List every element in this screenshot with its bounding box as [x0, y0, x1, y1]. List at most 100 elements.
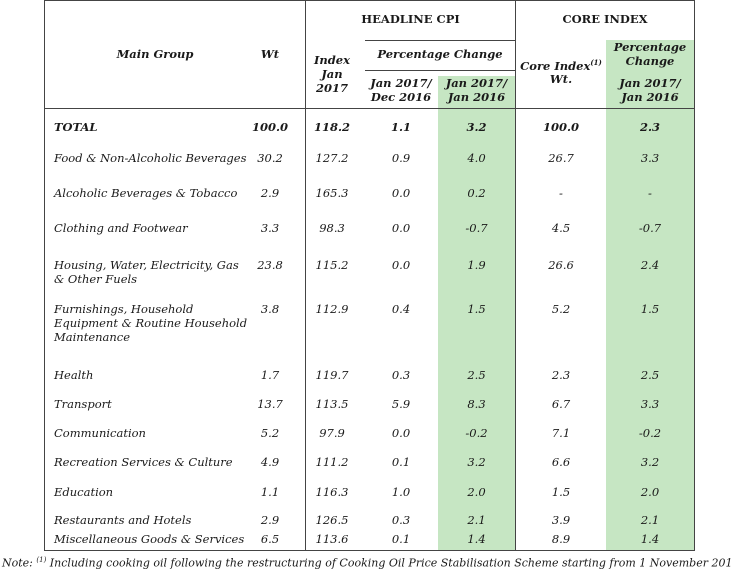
cell-yoy: -0.7: [465, 221, 488, 235]
row-label: Equipment & Routine Household: [54, 316, 248, 330]
cell-core-wt: 6.6: [551, 455, 571, 469]
cell-yoy: 3.2: [466, 120, 487, 134]
right-border: [694, 0, 695, 551]
cell-core-wt: -: [559, 186, 563, 200]
index-header-line2: Jan: [321, 67, 343, 81]
left-border: [44, 0, 45, 551]
row-label: Alcoholic Beverages & Tobacco: [54, 186, 238, 200]
headline-subrule: [365, 40, 515, 41]
cell-mom: 0.1: [391, 455, 411, 469]
pct-change-header: Percentage Change: [377, 47, 503, 61]
cell-core-wt: 8.9: [551, 532, 571, 546]
cell-wt: 1.7: [260, 368, 280, 382]
cell-yoy: 4.0: [467, 151, 486, 165]
pct-change-subrule: [365, 70, 515, 71]
core-pct-header-line1: Percentage: [613, 40, 687, 54]
cell-mom: 1.0: [391, 485, 411, 499]
highlight-core-yoy-column: [606, 40, 694, 551]
core-yoy-header-line1: Jan 2017/: [619, 76, 681, 90]
cell-yoy: -0.2: [465, 426, 488, 440]
cell-core-yoy: 2.4: [640, 258, 660, 272]
main-group-header: Main Group: [116, 47, 194, 61]
cell-yoy: 1.4: [467, 532, 486, 546]
core-pct-header-line2: Change: [625, 54, 675, 68]
wt-header: Wt: [260, 47, 280, 61]
cell-yoy: 3.2: [467, 455, 486, 469]
cell-wt: 1.1: [260, 485, 280, 499]
cell-mom: 0.4: [391, 302, 411, 316]
row-label: Food & Non-Alcoholic Beverages: [54, 151, 247, 165]
cell-index: 113.5: [315, 397, 349, 411]
cell-wt: 30.2: [257, 151, 283, 165]
cell-mom: 0.1: [391, 532, 411, 546]
cell-yoy: 1.9: [467, 258, 486, 272]
yoy-header-line2: Jan 2016: [447, 90, 506, 104]
highlight-headline-yoy-column: [438, 76, 515, 551]
cell-core-yoy: 2.3: [639, 120, 660, 134]
cell-core-yoy: 1.5: [640, 302, 660, 316]
cell-wt: 2.9: [260, 513, 280, 527]
cell-wt: 23.8: [257, 258, 283, 272]
cell-index: 111.2: [315, 455, 349, 469]
row-label: Miscellaneous Goods & Services: [54, 532, 245, 546]
row-label: Restaurants and Hotels: [54, 513, 192, 527]
row-label: & Other Fuels: [54, 272, 138, 286]
divider-v2: [515, 0, 516, 551]
row-label: Transport: [54, 397, 112, 411]
row-label: TOTAL: [54, 120, 98, 134]
cell-core-wt: 4.5: [551, 221, 571, 235]
row-label: Education: [54, 485, 114, 499]
cell-core-yoy: 2.0: [640, 485, 660, 499]
cell-index: 98.3: [319, 221, 345, 235]
cell-core-yoy: -0.7: [638, 221, 662, 235]
cell-core-wt: 26.6: [548, 258, 574, 272]
cell-index: 112.9: [315, 302, 349, 316]
cell-mom: 0.3: [391, 513, 411, 527]
cell-core-yoy: 3.2: [640, 455, 660, 469]
cell-core-yoy: 1.4: [640, 532, 660, 546]
cell-mom: 0.9: [391, 151, 411, 165]
cell-wt: 4.9: [260, 455, 280, 469]
cell-mom: 0.0: [391, 186, 411, 200]
cell-yoy: 2.1: [467, 513, 486, 527]
cell-wt: 13.7: [257, 397, 283, 411]
core-wt-header-line2: Wt.: [549, 72, 573, 86]
row-label: Recreation Services & Culture: [54, 455, 233, 469]
cell-core-yoy: -: [648, 186, 652, 200]
cell-yoy: 2.0: [467, 485, 486, 499]
cell-core-yoy: 3.3: [640, 397, 660, 411]
header-rule: [44, 108, 694, 109]
cell-core-wt: 26.7: [548, 151, 574, 165]
mom-header-line2: Dec 2016: [370, 90, 432, 104]
cell-yoy: 1.5: [467, 302, 486, 316]
cell-index: 116.3: [315, 485, 349, 499]
core-wt-header-line1: Core Index(1): [520, 58, 602, 73]
cell-index: 127.2: [315, 151, 349, 165]
cell-core-wt: 6.7: [551, 397, 571, 411]
cell-core-wt: 5.2: [551, 302, 571, 316]
cell-wt: 3.3: [260, 221, 280, 235]
top-rule: [44, 0, 694, 1]
cell-core-wt: 1.5: [551, 485, 571, 499]
cell-core-wt: 3.9: [551, 513, 571, 527]
row-label: Communication: [54, 426, 146, 440]
cell-yoy: 0.2: [467, 186, 486, 200]
row-label: Clothing and Footwear: [54, 221, 188, 235]
cell-index: 113.6: [315, 532, 349, 546]
cell-index: 97.9: [319, 426, 345, 440]
core-yoy-header-line2: Jan 2016: [621, 90, 679, 104]
cell-index: 165.3: [315, 186, 349, 200]
cell-core-wt: 7.1: [551, 426, 571, 440]
headline-cpi-title: HEADLINE CPI: [361, 12, 460, 26]
row-label: Furnishings, Household: [54, 302, 194, 316]
cell-core-wt: 100.0: [542, 120, 579, 134]
cell-index: 118.2: [313, 120, 350, 134]
mom-header-line1: Jan 2017/: [370, 76, 432, 90]
cell-mom: 5.9: [391, 397, 411, 411]
index-header-line1: Index: [314, 53, 350, 67]
cell-wt: 2.9: [260, 186, 280, 200]
cell-core-yoy: 2.1: [640, 513, 660, 527]
cell-mom: 0.0: [391, 426, 411, 440]
cell-mom: 0.0: [391, 258, 411, 272]
